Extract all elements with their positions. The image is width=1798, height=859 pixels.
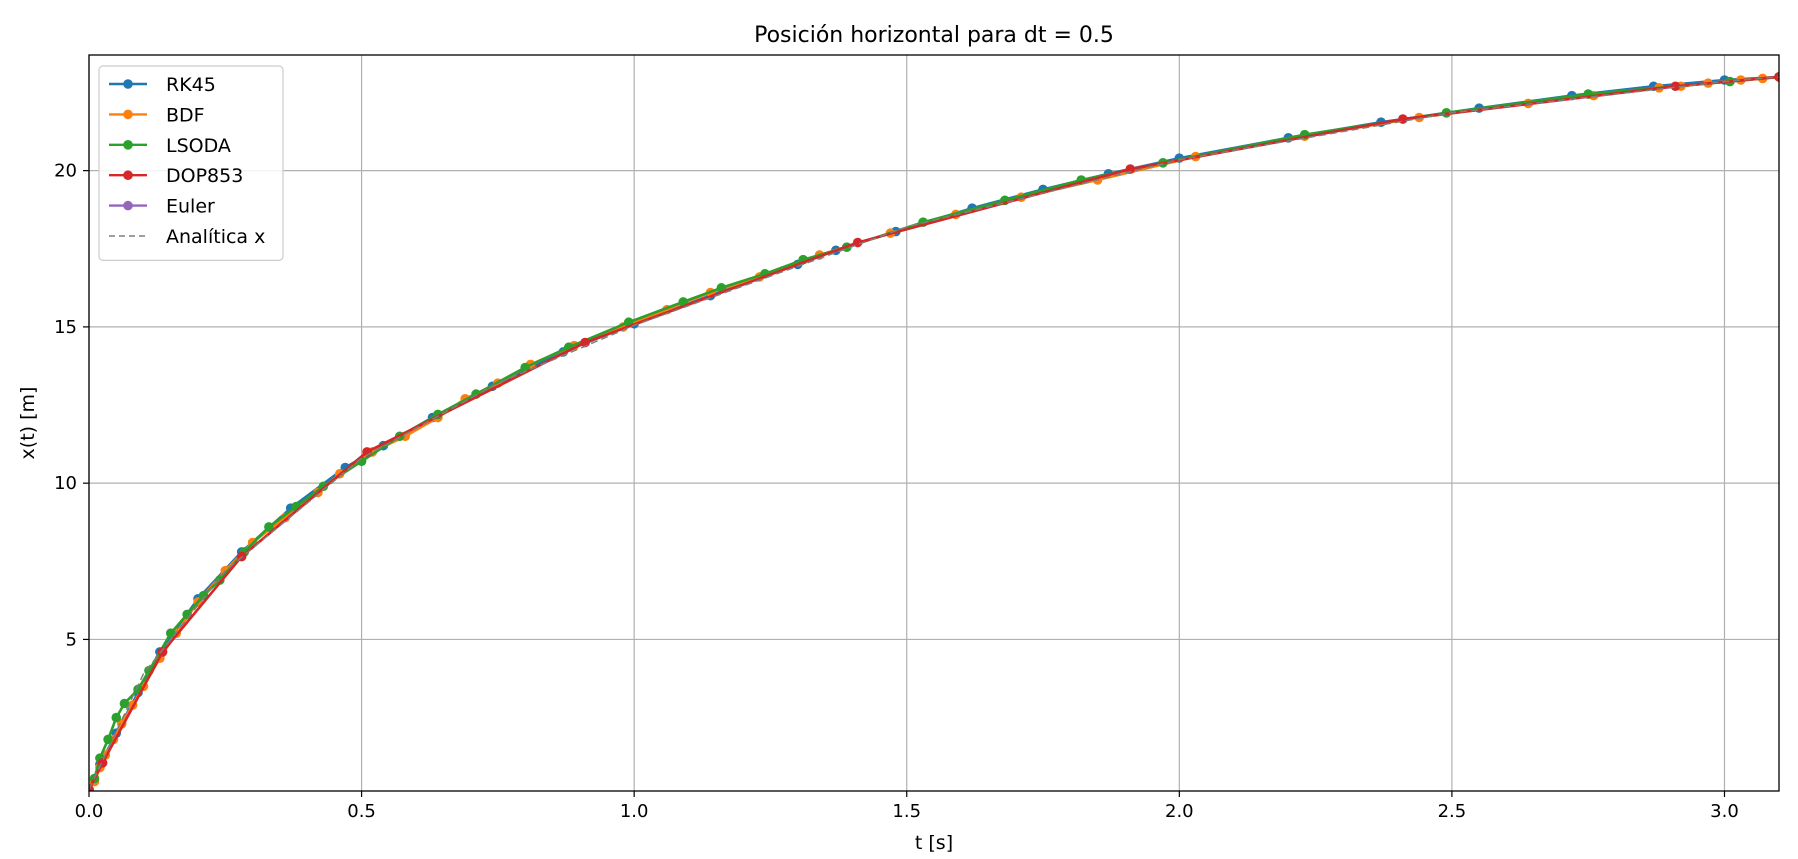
data-point-lsoda xyxy=(215,575,225,585)
legend-label: LSODA xyxy=(166,135,231,157)
legend-label: BDF xyxy=(166,104,205,126)
legend-label: DOP853 xyxy=(166,165,243,187)
data-point-dop853 xyxy=(1670,81,1681,92)
y-tick-label: 20 xyxy=(54,161,77,182)
x-tick-label: 2.0 xyxy=(1165,801,1194,822)
x-axis-label: t [s] xyxy=(915,832,953,854)
data-point-lsoda xyxy=(103,734,113,745)
x-tick-label: 0.5 xyxy=(347,801,376,822)
y-tick-label: 5 xyxy=(66,629,77,650)
x-tick-label: 1.0 xyxy=(620,801,649,822)
legend-item: Analítica x xyxy=(109,226,265,248)
data-point-dop853 xyxy=(1125,164,1136,174)
x-tick-label: 2.5 xyxy=(1438,801,1467,822)
data-point-lsoda xyxy=(716,283,727,293)
legend: RK45 BDF LSODA DOP853 Euler Analítica x xyxy=(98,65,284,261)
legend-item: RK45 xyxy=(109,74,216,96)
legend-marker xyxy=(123,200,133,211)
x-tick-label: 0.0 xyxy=(75,801,104,822)
y-axis-label: x(t) [m] xyxy=(17,387,39,460)
series-line-anal-tica-x xyxy=(89,76,1779,790)
data-point-dop853 xyxy=(1774,72,1779,82)
x-tick-label: 1.5 xyxy=(892,801,921,822)
series-layer xyxy=(89,72,1779,791)
grid xyxy=(88,55,1779,791)
legend-item: DOP853 xyxy=(109,165,243,187)
legend-item: LSODA xyxy=(109,135,231,157)
legend-label: Analítica x xyxy=(166,226,265,248)
legend-item: BDF xyxy=(109,104,205,126)
legend-marker xyxy=(123,170,133,180)
y-tick-label: 15 xyxy=(54,317,77,338)
y-tick-label: 10 xyxy=(54,473,77,494)
chart-title: Posición horizontal para dt = 0.5 xyxy=(754,23,1114,48)
data-point-lsoda xyxy=(264,522,274,532)
data-point-dop853 xyxy=(852,237,863,248)
data-point-dop853 xyxy=(580,337,590,348)
x-tick-label: 3.0 xyxy=(1710,801,1739,822)
legend-label: Euler xyxy=(166,196,215,218)
legend-marker xyxy=(123,109,133,120)
plot-frame xyxy=(88,54,1780,792)
legend-item: Euler xyxy=(109,196,215,218)
data-point-lsoda xyxy=(111,712,122,723)
legend-label: RK45 xyxy=(166,74,216,96)
legend-marker xyxy=(123,140,133,150)
data-point-dop853 xyxy=(157,647,168,657)
data-point-lsoda xyxy=(119,698,130,709)
plot-area xyxy=(89,72,1779,791)
legend-marker xyxy=(123,79,133,89)
ticks: 0.0 0.5 1.0 1.5 2.0 2.5 3.0 5 10 15 20 xyxy=(54,161,1739,822)
